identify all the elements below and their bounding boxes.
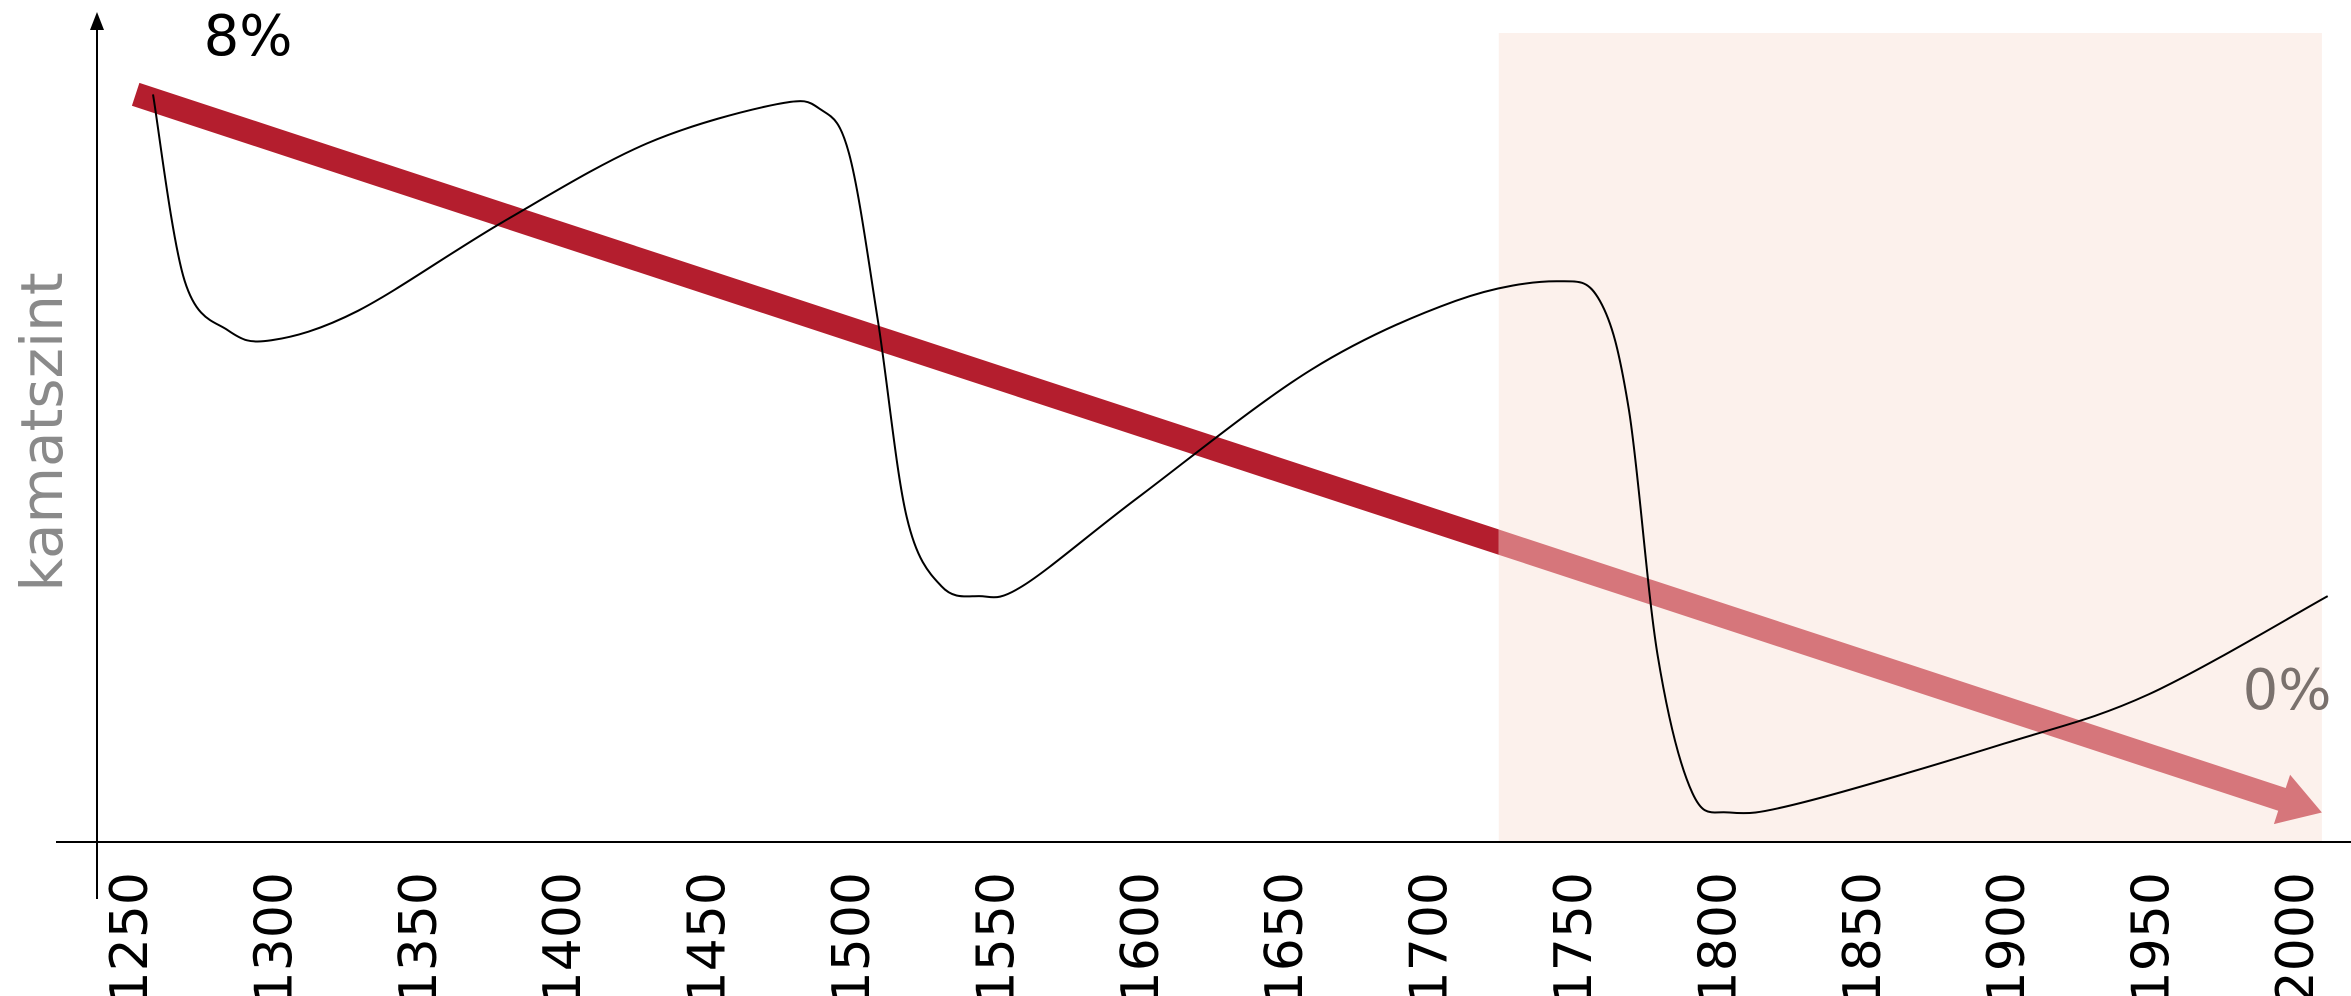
trend-arrow-solid <box>131 82 1499 555</box>
x-tick-label: 1750 <box>1544 872 1604 996</box>
x-tick-label: 1300 <box>244 872 304 996</box>
x-tick-label: 1650 <box>1255 872 1315 996</box>
x-tick-label: 1450 <box>678 872 738 996</box>
x-tick-label: 1800 <box>1688 872 1748 996</box>
x-tick-label: 1500 <box>822 872 882 996</box>
y-axis-label: kamatszint <box>8 272 76 591</box>
x-tick-label: 1350 <box>389 872 449 996</box>
x-tick-label: 1550 <box>966 872 1026 996</box>
trend-arrow-light <box>1498 529 2322 825</box>
x-tick-label: 1900 <box>1977 872 2037 996</box>
start-label: 8% <box>204 4 293 69</box>
x-tick-label: 1850 <box>1833 872 1893 996</box>
x-tick-label: 1600 <box>1111 872 1171 996</box>
end-label: 0% <box>2243 658 2332 723</box>
y-axis <box>90 12 104 899</box>
x-tick-label: 1250 <box>100 872 160 996</box>
x-tick-labels: 1250 1300 1350 1400 1450 1500 1550 1600 1650 1700… <box>100 872 2326 996</box>
interest-rate-curve <box>152 94 2329 815</box>
x-tick-label: 1700 <box>1400 872 1460 996</box>
shaded-region <box>1498 33 2322 842</box>
x-tick-label: 2000 <box>2266 872 2326 996</box>
trend-arrow <box>131 82 2322 825</box>
x-tick-label: 1400 <box>533 872 593 996</box>
x-tick-label: 1950 <box>2122 872 2182 996</box>
